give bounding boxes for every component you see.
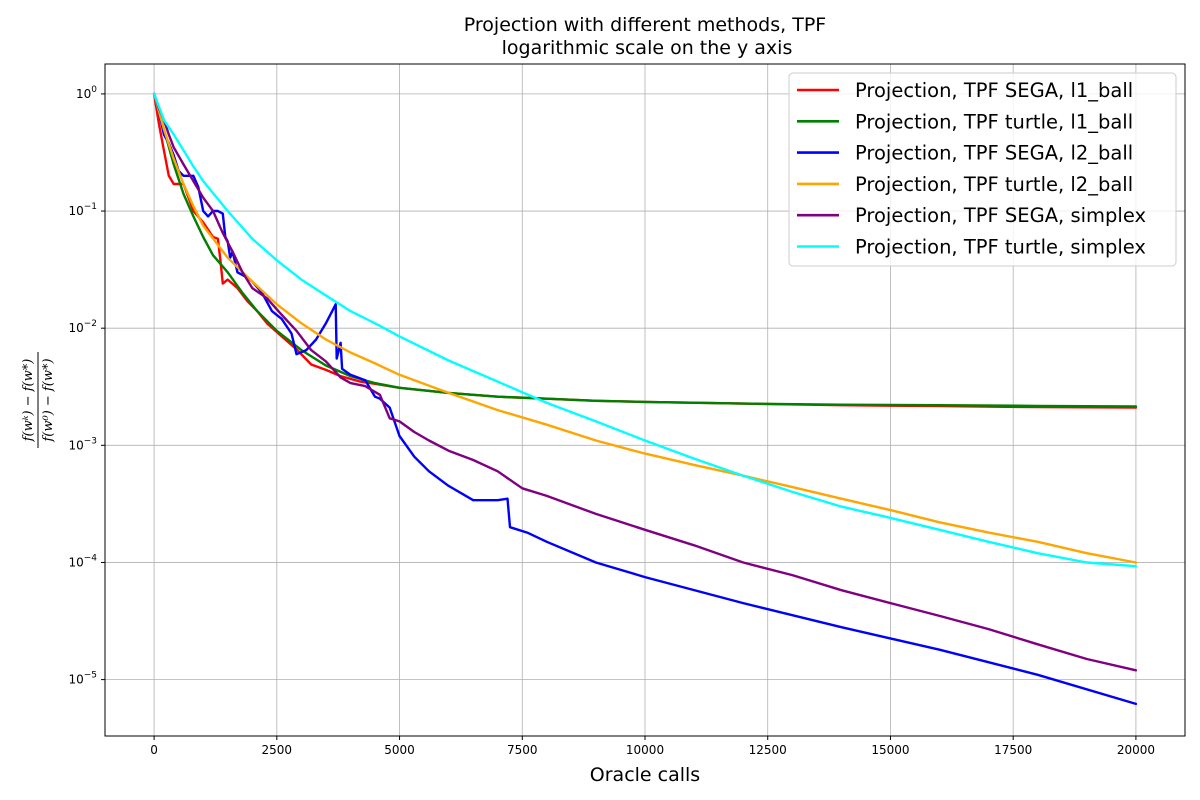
series-line-5 [152, 92, 1138, 672]
y-tick-label: 10−2 [68, 319, 97, 335]
y-axis-label-numerator: f(wᵏ) − f(w*) [21, 359, 36, 443]
x-axis-ticks: 0 2500 5000 7500 10000 12500 15000 17500 20000 [150, 736, 1155, 757]
legend-label-3: Projection, TPF SEGA, l2_ball [855, 142, 1133, 165]
chart-title-line-2: logarithmic scale on the y axis [502, 37, 793, 59]
x-tick-label: 17500 [994, 743, 1032, 757]
legend-label-6: Projection, TPF turtle, simplex [855, 236, 1146, 259]
x-tick-label: 10000 [626, 743, 664, 757]
series-line-3 [152, 92, 1138, 706]
plot-series [152, 92, 1138, 706]
legend-box [788, 72, 1177, 267]
chart-title-line-1: Projection with different methods, TPF [464, 14, 826, 36]
x-tick-label: 20000 [1117, 743, 1155, 757]
y-tick-label: 10−4 [68, 553, 97, 569]
x-tick-label: 15000 [871, 743, 909, 757]
x-tick-label: 0 [150, 743, 158, 757]
legend-label-2: Projection, TPF turtle, l1_ball [855, 110, 1133, 133]
y-axis-ticks: 100 10−1 10−2 10−3 10−4 10−5 [68, 85, 105, 687]
y-tick-label: 10−3 [68, 436, 97, 452]
x-axis-label: Oracle calls [590, 764, 700, 786]
legend-label-5: Projection, TPF SEGA, simplex [855, 204, 1146, 227]
y-tick-label: 100 [76, 85, 97, 101]
y-tick-label: 10−1 [68, 202, 97, 218]
x-tick-label: 7500 [507, 743, 538, 757]
x-tick-label: 12500 [749, 743, 787, 757]
legend-label-4: Projection, TPF turtle, l2_ball [855, 173, 1133, 196]
y-axis-label-denominator: f(w⁰) − f(w*) [41, 358, 56, 442]
x-tick-label: 2500 [262, 743, 293, 757]
series-line-4 [152, 92, 1138, 564]
legend: Projection, TPF SEGA, l1_ball Projection,… [788, 72, 1177, 267]
legend-entries: Projection, TPF SEGA, l1_ball Projection,… [797, 79, 1146, 259]
x-tick-label: 5000 [384, 743, 415, 757]
grid-lines [105, 64, 1185, 736]
y-tick-label: 10−5 [68, 671, 97, 687]
series-line-2 [152, 92, 1138, 408]
y-axis-label: f(wᵏ) − f(w*) f(w⁰) − f(w*) [21, 352, 56, 448]
legend-label-1: Projection, TPF SEGA, l1_ball [855, 79, 1133, 102]
series-line-6 [152, 92, 1138, 568]
